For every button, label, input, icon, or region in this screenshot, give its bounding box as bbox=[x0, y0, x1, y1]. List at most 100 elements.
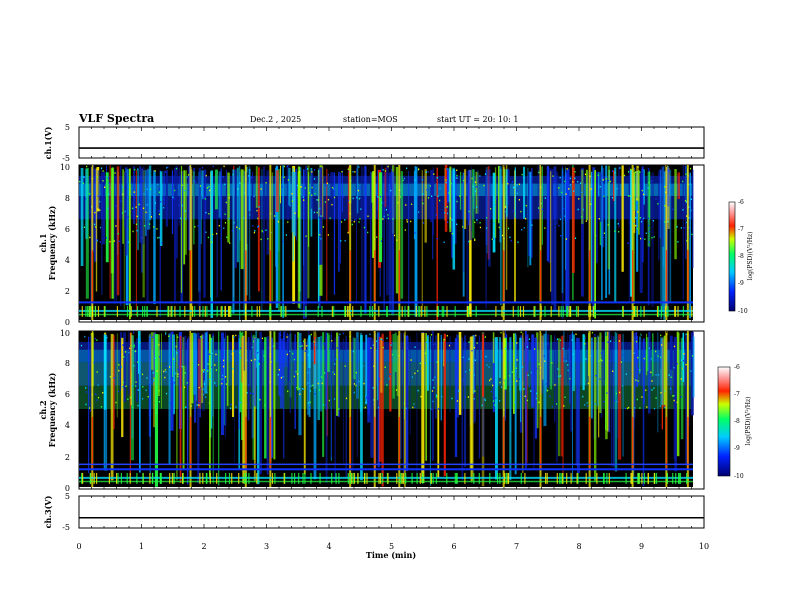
spectral-speck bbox=[248, 384, 250, 386]
lf-tick bbox=[596, 472, 598, 484]
spectral-speck bbox=[225, 201, 227, 204]
lf-tick bbox=[408, 306, 410, 317]
lf-tick bbox=[94, 306, 96, 317]
sferic-event-core bbox=[632, 416, 634, 469]
spectral-streak bbox=[294, 334, 296, 429]
spectral-speck bbox=[641, 220, 643, 223]
spectral-speck bbox=[292, 352, 294, 355]
spectral-speck bbox=[204, 198, 206, 200]
spectral-speck bbox=[150, 188, 152, 190]
spectral-speck bbox=[659, 356, 662, 359]
spectral-speck bbox=[258, 206, 260, 208]
lf-tick bbox=[653, 472, 655, 484]
spectral-streak bbox=[342, 338, 345, 463]
spectral-speck bbox=[94, 337, 96, 340]
spectral-speck bbox=[685, 333, 687, 335]
spectral-speck bbox=[501, 351, 504, 354]
spectral-streak bbox=[605, 336, 608, 440]
spectral-streak bbox=[173, 167, 177, 301]
spectral-speck bbox=[686, 221, 688, 224]
spectral-speck bbox=[246, 392, 248, 394]
spectral-speck bbox=[431, 195, 433, 197]
spectral-speck bbox=[380, 338, 382, 341]
spectral-speck bbox=[97, 195, 99, 197]
spectral-speck bbox=[431, 408, 433, 410]
spectral-speck bbox=[484, 173, 486, 175]
spectral-streak bbox=[514, 170, 516, 303]
lf-tick bbox=[473, 472, 475, 484]
spectral-speck bbox=[571, 339, 573, 341]
spectral-speck bbox=[664, 205, 666, 207]
spectral-speck bbox=[304, 350, 306, 352]
spectral-streak bbox=[558, 338, 561, 457]
spectral-speck bbox=[370, 337, 372, 339]
spectral-streak bbox=[308, 334, 311, 417]
spectral-streak bbox=[283, 335, 285, 459]
spectral-speck bbox=[261, 229, 263, 232]
spectral-speck bbox=[403, 177, 405, 180]
spectral-speck bbox=[465, 371, 467, 373]
spectral-streak bbox=[642, 338, 645, 487]
spectral-streak bbox=[421, 332, 425, 483]
spectral-speck bbox=[609, 360, 611, 362]
spectral-speck bbox=[146, 204, 148, 206]
spectral-streak bbox=[193, 171, 195, 245]
spectral-speck bbox=[386, 337, 388, 340]
spectral-speck bbox=[145, 389, 147, 391]
lf-tick bbox=[319, 472, 321, 484]
spectral-speck bbox=[173, 339, 175, 342]
spectral-streak bbox=[171, 170, 174, 235]
spectral-speck bbox=[600, 352, 603, 354]
spectral-speck bbox=[303, 388, 305, 390]
spectral-speck bbox=[558, 187, 560, 189]
spectral-speck bbox=[655, 350, 657, 353]
spectral-speck bbox=[122, 344, 124, 346]
spectral-speck bbox=[446, 335, 448, 337]
spectral-speck bbox=[128, 241, 130, 243]
spectral-speck bbox=[366, 396, 368, 398]
spectral-speck bbox=[637, 211, 639, 213]
spectral-speck bbox=[414, 346, 416, 348]
spectral-speck bbox=[308, 192, 310, 194]
spectral-streak bbox=[130, 335, 134, 461]
spectral-speck bbox=[205, 231, 207, 233]
spectral-speck bbox=[229, 407, 232, 410]
spectral-speck bbox=[287, 221, 289, 223]
spectral-speck bbox=[311, 186, 313, 189]
spectral-speck bbox=[343, 195, 345, 198]
spectral-speck bbox=[265, 229, 267, 231]
spectral-speck bbox=[552, 175, 554, 177]
spectral-speck bbox=[669, 387, 672, 390]
spectral-speck bbox=[505, 211, 507, 213]
spectral-speck bbox=[475, 334, 477, 337]
spectral-streak bbox=[105, 172, 109, 263]
spectral-speck bbox=[94, 211, 96, 214]
spectral-speck bbox=[328, 399, 330, 402]
lf-tick bbox=[350, 472, 352, 484]
spectral-streak bbox=[238, 334, 240, 430]
lf-tick bbox=[590, 306, 592, 317]
spectral-speck bbox=[158, 236, 160, 239]
lf-tick bbox=[505, 472, 508, 484]
spectral-speck bbox=[648, 217, 650, 220]
spectral-speck bbox=[643, 357, 645, 360]
lf-tick bbox=[424, 306, 426, 317]
spectral-speck bbox=[486, 364, 488, 366]
spectral-speck bbox=[181, 365, 183, 368]
spectral-speck bbox=[473, 398, 475, 400]
spectral-streak bbox=[352, 337, 356, 380]
spectral-speck bbox=[436, 396, 438, 398]
spectral-speck bbox=[158, 191, 160, 194]
lf-tick bbox=[678, 472, 680, 484]
spectral-streak bbox=[259, 332, 262, 475]
ch1-ytick-6: 6 bbox=[65, 225, 70, 234]
spectral-speck bbox=[644, 238, 646, 240]
lf-tick bbox=[136, 306, 139, 317]
spectral-speck bbox=[436, 237, 438, 240]
spectral-speck bbox=[600, 359, 602, 361]
spectral-streak bbox=[605, 165, 608, 298]
spectral-speck bbox=[93, 361, 95, 364]
lf-tick bbox=[524, 472, 526, 484]
spectral-streak bbox=[251, 336, 254, 439]
spectral-speck bbox=[161, 242, 163, 244]
